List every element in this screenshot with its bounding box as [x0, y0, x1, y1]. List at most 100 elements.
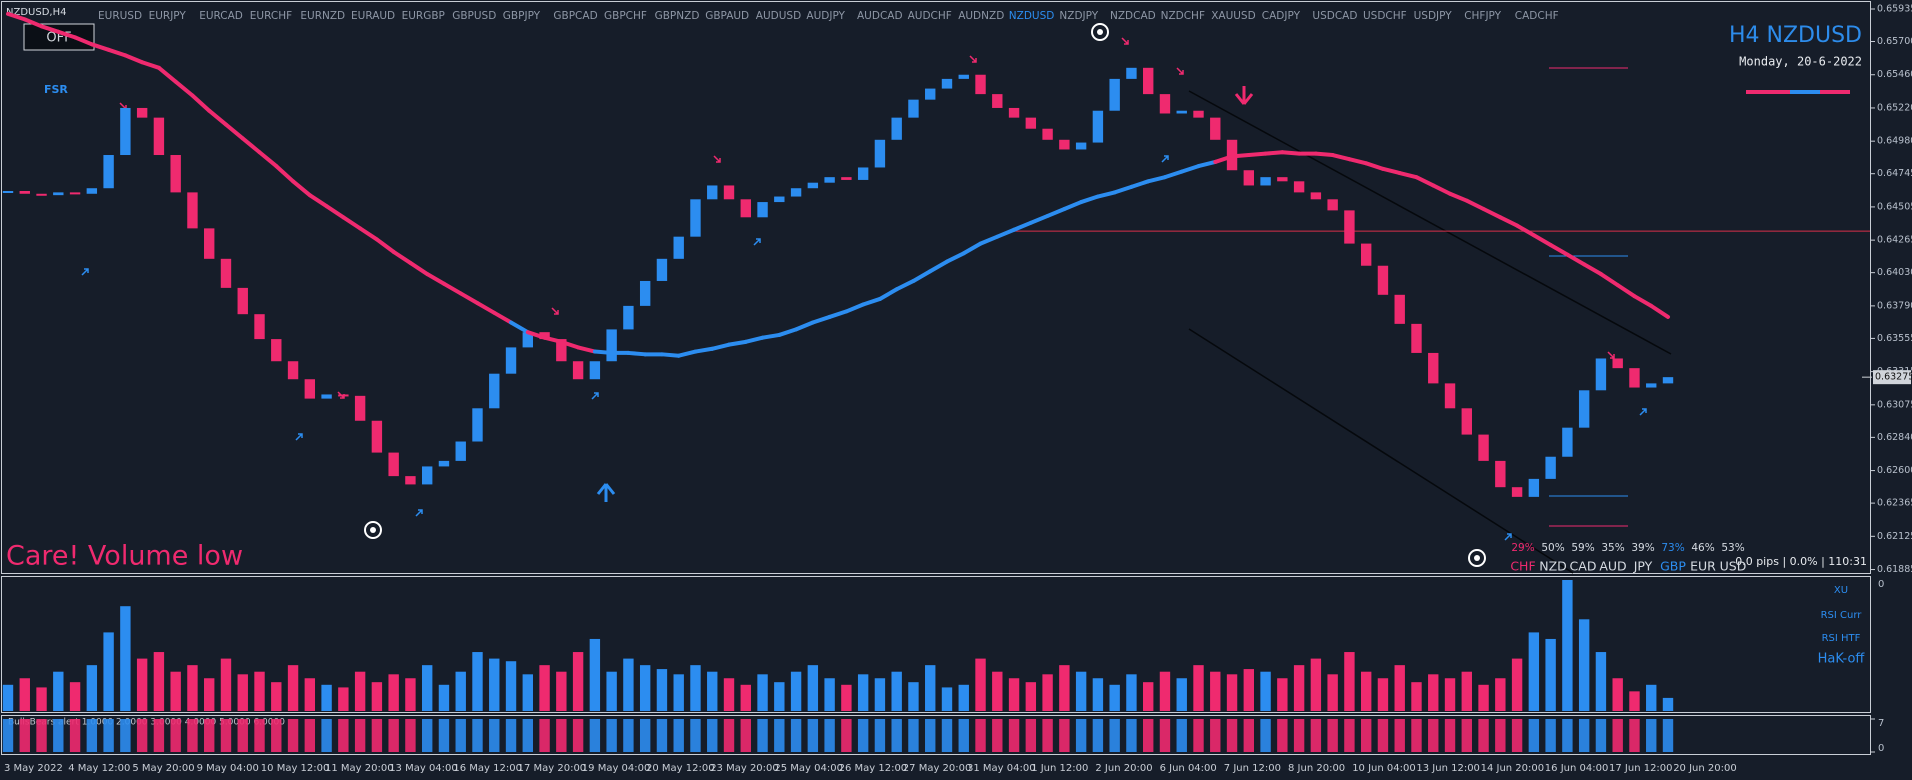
y-tick-label: 0.63555: [1877, 333, 1912, 344]
x-tick-label: 8 Jun 20:00: [1288, 763, 1345, 774]
pair-tab[interactable]: AUDNZD: [958, 10, 1004, 22]
strength-currency: JPY: [1633, 559, 1653, 574]
y-tick-label: 0.64265: [1877, 235, 1912, 246]
moving-average: [1431, 183, 1453, 196]
strength-bar: [170, 719, 181, 752]
moving-average: [1012, 220, 1033, 232]
volume-bar: [1092, 678, 1104, 711]
volume-bar: [103, 632, 114, 711]
y-tick-label: 0.65935: [1877, 3, 1912, 14]
pair-tab[interactable]: GBPUSD: [452, 10, 496, 22]
volume-bar: [992, 671, 1003, 711]
moving-average: [659, 352, 681, 358]
moving-average: [89, 42, 111, 52]
strength-bar: [19, 719, 30, 752]
candle: [1511, 487, 1523, 497]
strength-bar: [606, 719, 617, 752]
x-tick-label: 20 May 12:00: [646, 763, 715, 774]
moving-average: [1531, 233, 1553, 247]
moving-average: [458, 291, 480, 306]
strength-bar: [1126, 719, 1137, 752]
strength-bar: [639, 719, 651, 752]
pair-tab[interactable]: NZDJPY: [1059, 10, 1098, 22]
pair-tab[interactable]: EURAUD: [351, 10, 395, 22]
pair-tab[interactable]: AUDCAD: [857, 10, 903, 22]
pair-tab[interactable]: CADJPY: [1262, 10, 1301, 22]
pair-tab[interactable]: NZDUSD: [1009, 10, 1055, 22]
pair-tab[interactable]: GBPNZD: [655, 10, 700, 22]
moving-average: [877, 287, 899, 301]
moving-average: [1062, 200, 1084, 211]
signal-dot: [1474, 555, 1480, 561]
strength-bar: [338, 719, 349, 752]
off-button[interactable]: [23, 23, 95, 51]
strength-bar: [757, 719, 768, 752]
pair-tab[interactable]: CHFJPY: [1464, 10, 1501, 22]
indicator-button[interactable]: RSI HTF: [1822, 633, 1861, 644]
candle: [1578, 390, 1590, 428]
pair-tab[interactable]: CADCHF: [1515, 10, 1559, 22]
pair-tab[interactable]: USDJPY: [1414, 10, 1453, 22]
strength-bar: [941, 719, 953, 752]
x-tick-label: 31 May 04:00: [967, 763, 1036, 774]
pair-tab[interactable]: NZDCHF: [1161, 10, 1205, 22]
pair-tab[interactable]: GBPAUD: [705, 10, 749, 22]
pair-tab[interactable]: XAUUSD: [1211, 10, 1256, 22]
strength-bar: [153, 719, 165, 752]
volume-bar: [187, 665, 198, 711]
strength-bar: [1042, 719, 1053, 752]
strength-bar: [120, 719, 131, 752]
pair-tab[interactable]: EURCHF: [250, 10, 292, 22]
volume-bar: [841, 684, 852, 711]
pair-tab[interactable]: AUDCHF: [908, 10, 952, 22]
volume-bar: [807, 665, 819, 711]
strength-bar: [354, 719, 366, 752]
volume-bar: [2, 684, 14, 711]
pair-tab[interactable]: AUDUSD: [756, 10, 801, 22]
strength-percent: 29%: [1511, 542, 1534, 554]
strength-percent: 46%: [1691, 542, 1714, 554]
strength-bar: [740, 719, 751, 752]
indicator-label: FSR: [44, 83, 68, 96]
volume-bar: [656, 669, 668, 711]
volume-bar: [69, 682, 81, 711]
moving-average: [1129, 179, 1151, 189]
volume-bar: [1377, 678, 1389, 711]
strength-bar: [86, 719, 98, 752]
pair-tab[interactable]: GBPCAD: [553, 10, 597, 22]
strength-bar: [656, 719, 668, 752]
strength-bar: [807, 719, 819, 752]
current-price-box: [1873, 370, 1911, 385]
strength-bar: [304, 719, 316, 752]
x-tick-label: 13 May 04:00: [389, 763, 458, 774]
candle: [153, 117, 165, 156]
pair-tab[interactable]: USDCHF: [1363, 10, 1407, 22]
trendline: [1188, 90, 1672, 355]
moving-average: [425, 272, 446, 286]
pair-tab[interactable]: NZDCAD: [1110, 10, 1156, 22]
pair-tab[interactable]: EURUSD: [98, 10, 142, 22]
strength-bar: [539, 719, 550, 752]
strength-bar: [388, 719, 399, 752]
pair-tab[interactable]: EURGBP: [402, 10, 445, 22]
pair-tab[interactable]: GBPJPY: [503, 10, 541, 22]
strength-bar: [1277, 719, 1288, 752]
pair-tab[interactable]: EURJPY: [149, 10, 187, 22]
pair-tab[interactable]: GBPCHF: [604, 10, 647, 22]
volume-bar: [153, 652, 165, 711]
indicator-button[interactable]: HaK-off: [1818, 652, 1866, 667]
candle: [707, 185, 718, 200]
signal-circle: [364, 521, 382, 539]
pair-tab[interactable]: EURNZD: [300, 10, 345, 22]
pair-tab[interactable]: USDCAD: [1312, 10, 1357, 22]
pair-tab[interactable]: AUDJPY: [806, 10, 845, 22]
indicator-button[interactable]: RSI Curr: [1821, 610, 1863, 621]
candle: [790, 188, 802, 197]
candle: [606, 329, 617, 362]
candle: [639, 280, 651, 306]
moving-average: [1330, 153, 1352, 162]
indicator-button[interactable]: XU: [1834, 585, 1848, 596]
pair-tab[interactable]: EURCAD: [199, 10, 243, 22]
